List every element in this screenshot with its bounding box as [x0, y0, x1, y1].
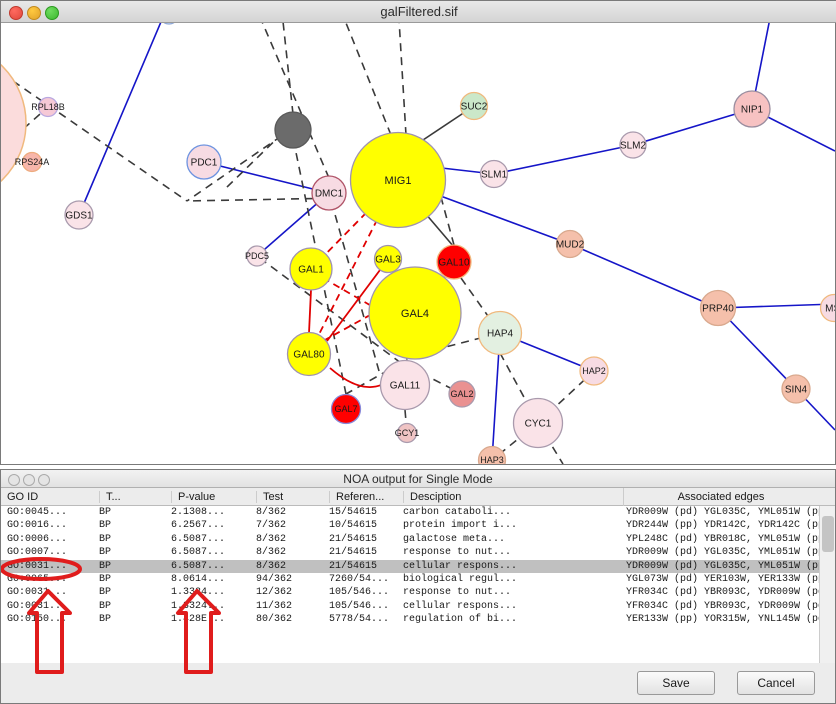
svg-text:SUC2: SUC2 — [461, 102, 488, 113]
svg-text:HAP2: HAP2 — [582, 366, 606, 376]
svg-text:HAP3: HAP3 — [480, 455, 504, 464]
svg-text:MSI: MSI — [825, 304, 835, 315]
svg-text:PDC5: PDC5 — [245, 251, 269, 261]
svg-text:CYC1: CYC1 — [525, 419, 552, 430]
svg-text:PDC1: PDC1 — [191, 158, 218, 169]
svg-text:GAL7: GAL7 — [334, 404, 357, 414]
svg-text:RPL18B: RPL18B — [31, 102, 65, 112]
svg-text:GAL3: GAL3 — [375, 255, 401, 266]
svg-text:RPS24A: RPS24A — [15, 157, 50, 167]
svg-text:DMC1: DMC1 — [315, 189, 344, 200]
svg-text:GDS1: GDS1 — [65, 211, 93, 222]
svg-text:GAL1: GAL1 — [298, 265, 324, 276]
svg-text:SLM2: SLM2 — [620, 141, 647, 152]
svg-text:NIP1: NIP1 — [741, 105, 764, 116]
svg-text:SIN4: SIN4 — [785, 385, 808, 396]
svg-text:MUD2: MUD2 — [556, 240, 585, 251]
svg-text:MIG1: MIG1 — [385, 175, 412, 187]
svg-text:GAL2: GAL2 — [450, 389, 473, 399]
svg-text:SLM1: SLM1 — [481, 170, 508, 181]
svg-text:PRP40: PRP40 — [702, 304, 734, 315]
svg-text:GAL4: GAL4 — [401, 308, 429, 320]
svg-text:GCY1: GCY1 — [395, 428, 420, 438]
svg-text:GAL80: GAL80 — [293, 350, 325, 361]
svg-text:HAP4: HAP4 — [487, 329, 514, 340]
svg-text:GAL10: GAL10 — [438, 258, 470, 269]
svg-text:GAL11: GAL11 — [390, 381, 421, 392]
